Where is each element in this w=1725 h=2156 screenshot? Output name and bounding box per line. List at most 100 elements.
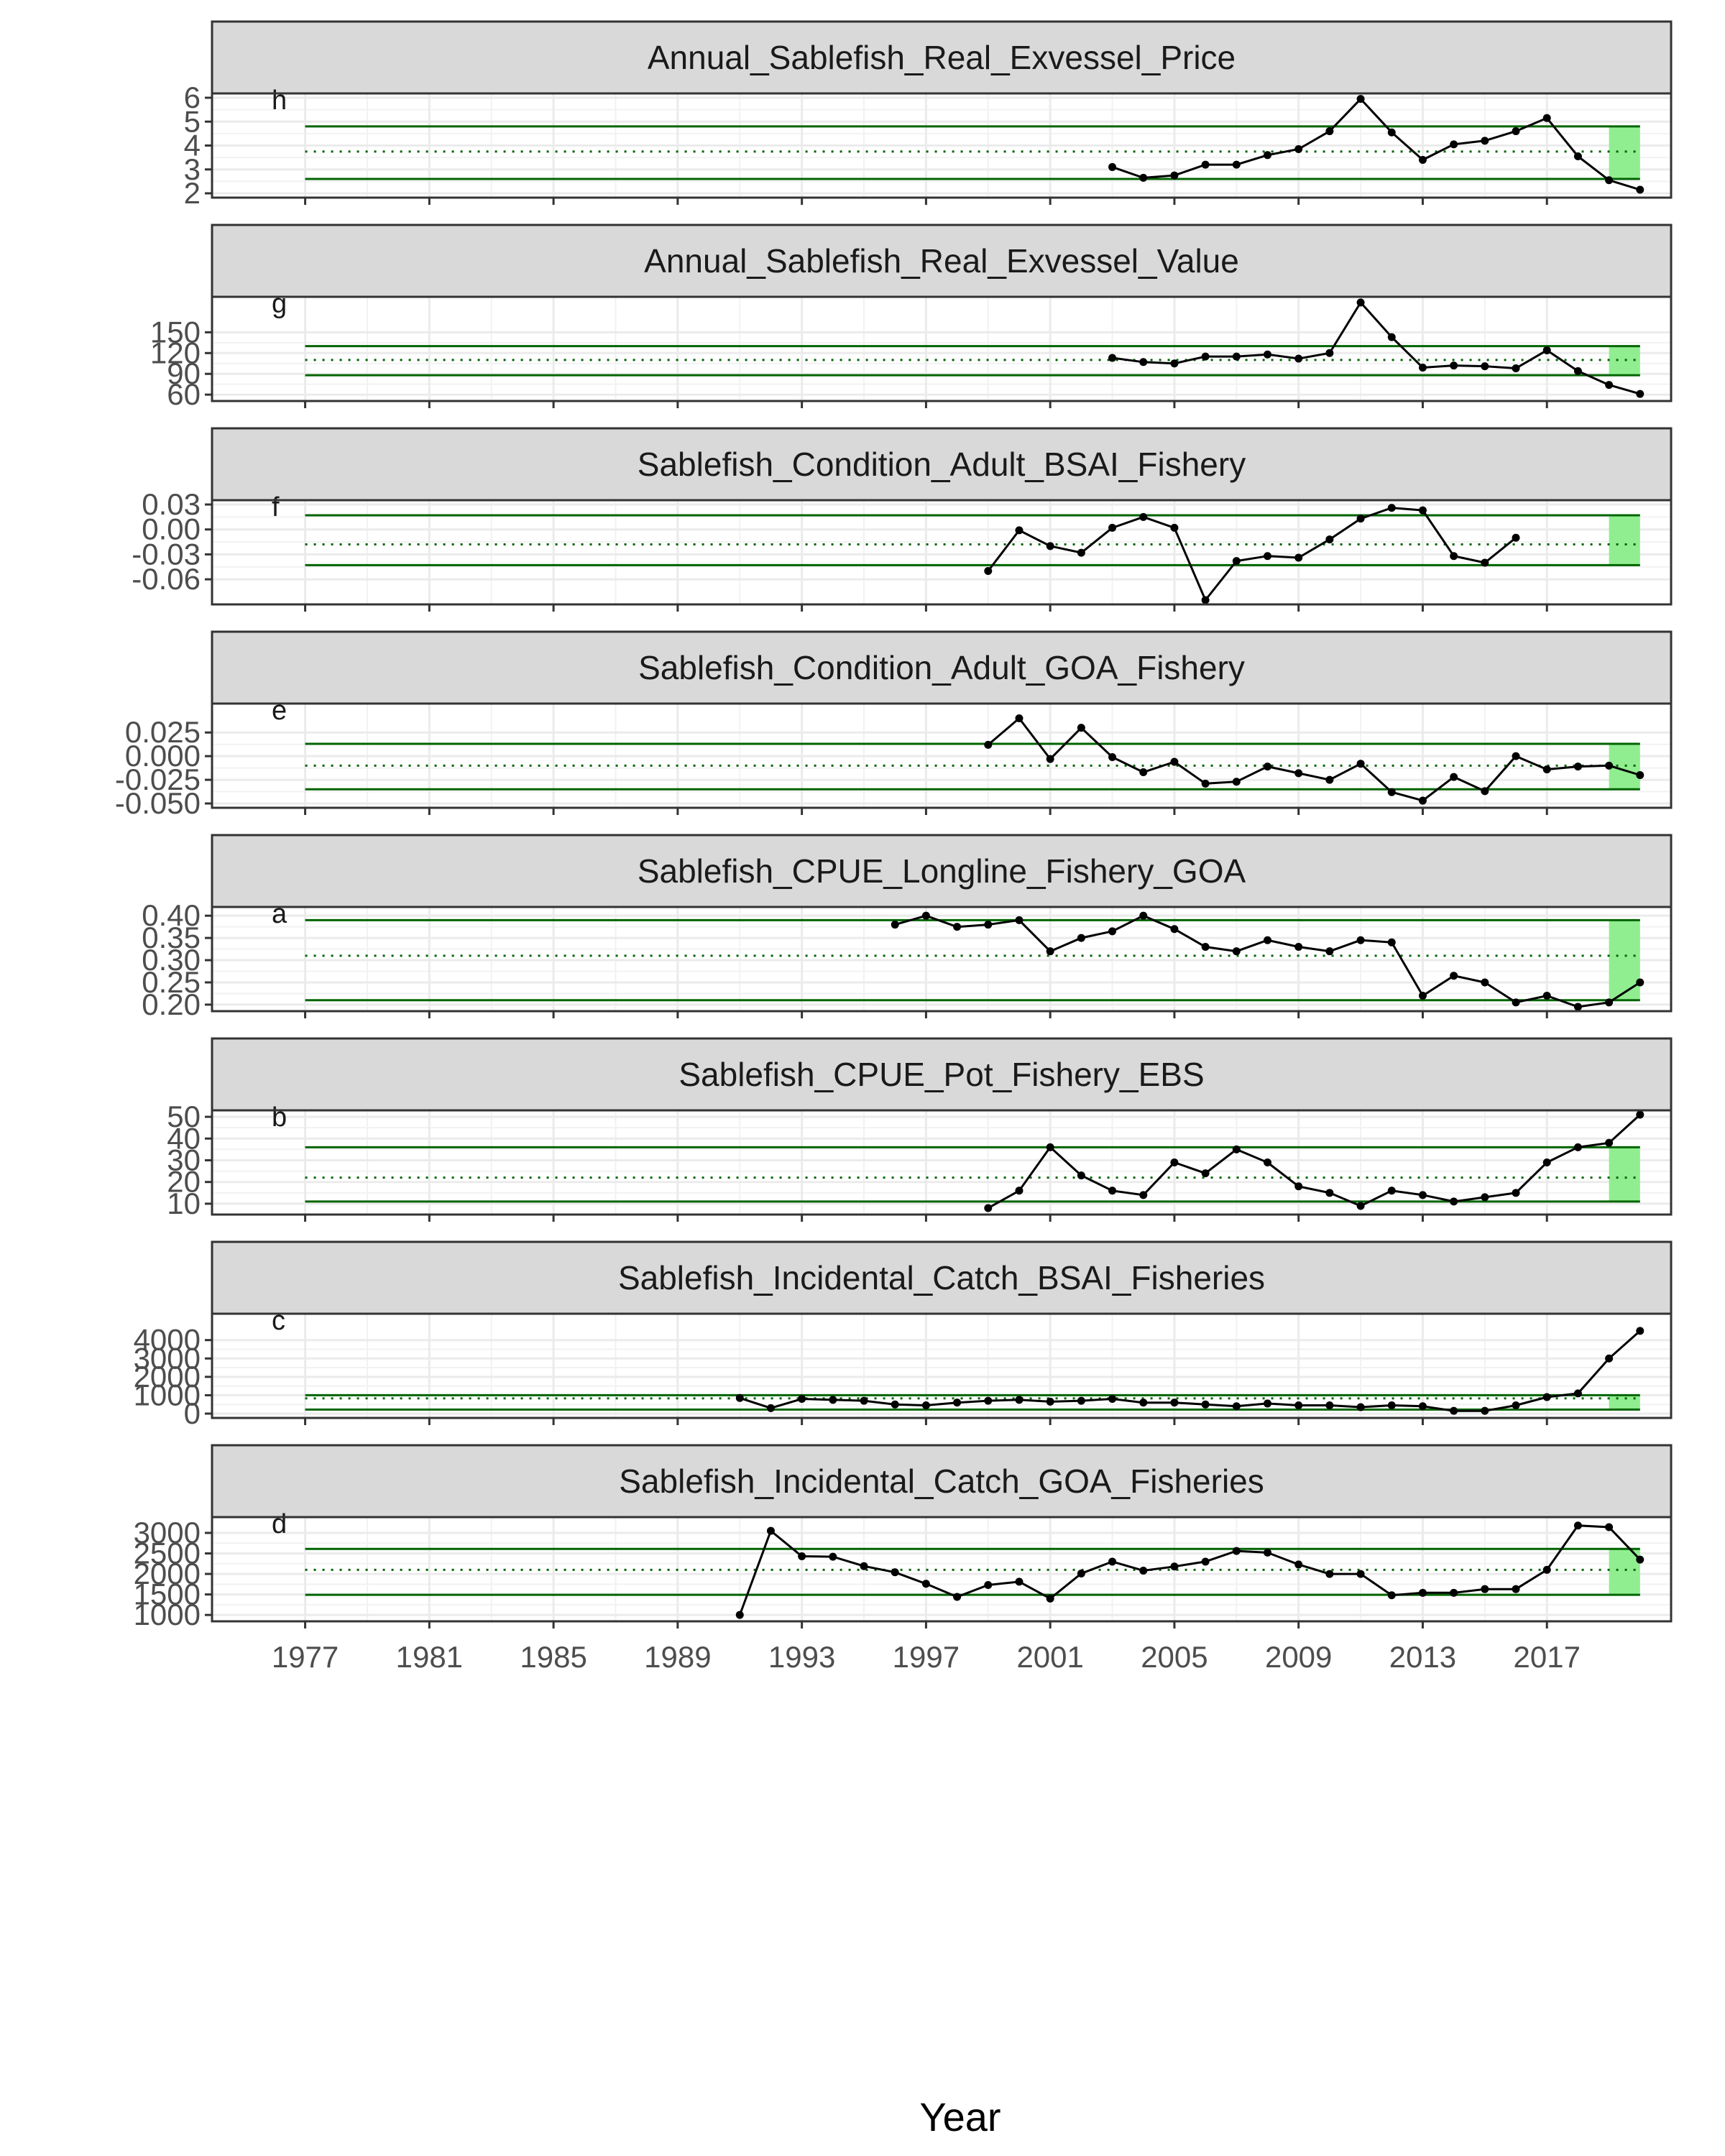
data-point <box>1264 936 1272 944</box>
data-point <box>1294 1401 1303 1409</box>
data-point <box>1325 1189 1334 1197</box>
series-line <box>987 717 1641 802</box>
data-point <box>1325 349 1334 357</box>
y-tick-label: 5 <box>184 104 201 138</box>
data-point <box>984 1204 993 1212</box>
y-tick-label: -0.025 <box>115 763 201 796</box>
recent-years-highlight <box>1609 920 1640 1000</box>
data-point <box>1573 763 1582 771</box>
data-point <box>1139 768 1148 777</box>
plot-area <box>212 297 1671 401</box>
x-tick-label: 1981 <box>396 1640 463 1674</box>
data-point <box>1573 1389 1582 1398</box>
data-point <box>1232 352 1241 361</box>
data-point <box>1015 1187 1024 1195</box>
data-point <box>1387 938 1396 946</box>
panel-strip <box>211 1037 1673 1112</box>
data-point <box>1046 542 1054 550</box>
data-point <box>1077 1569 1085 1577</box>
data-point <box>953 1399 962 1407</box>
x-tick-label: 2005 <box>1141 1640 1208 1674</box>
data-point <box>1232 1547 1241 1555</box>
data-point <box>860 1396 868 1405</box>
data-point <box>1573 1521 1582 1530</box>
data-point <box>1201 1557 1210 1566</box>
panel-border <box>211 1312 1673 1419</box>
panel-border <box>211 906 1673 1013</box>
x-tick-label: 1977 <box>272 1640 339 1674</box>
y-tick-label: 90 <box>167 356 201 390</box>
x-tick-label: 1993 <box>768 1640 835 1674</box>
data-point <box>1264 1548 1272 1557</box>
data-point <box>1481 787 1489 796</box>
data-point <box>1636 1327 1644 1335</box>
plot-area <box>212 93 1671 198</box>
x-tick-label: 1985 <box>520 1640 586 1674</box>
y-tick-label: 0.35 <box>142 921 201 954</box>
series-line <box>1112 300 1641 395</box>
data-point <box>1356 1570 1365 1578</box>
data-point <box>1542 765 1551 774</box>
data-point <box>1077 724 1085 732</box>
data-point <box>735 1393 744 1402</box>
x-tick-label: 1989 <box>644 1640 711 1674</box>
data-point <box>1232 160 1241 169</box>
panel-border <box>211 1109 1673 1216</box>
data-point <box>984 567 993 576</box>
data-point <box>1542 1158 1551 1166</box>
data-point <box>1170 757 1179 766</box>
data-point <box>1512 1189 1520 1197</box>
data-point <box>766 1526 775 1535</box>
data-point <box>1481 1585 1489 1593</box>
data-point <box>1542 1393 1551 1401</box>
data-point <box>1542 114 1551 122</box>
panel-tag: c <box>272 1306 285 1336</box>
data-point <box>829 1396 837 1404</box>
y-tick-label: 10 <box>167 1187 201 1220</box>
data-point <box>1636 390 1644 398</box>
data-point <box>1481 978 1489 987</box>
data-point <box>1356 515 1365 523</box>
data-point <box>1325 1570 1334 1578</box>
panel-title: Annual_Sablefish_Real_Exvessel_Price <box>648 39 1236 76</box>
data-point <box>1077 1396 1085 1405</box>
x-tick-label: 2009 <box>1265 1640 1332 1674</box>
data-point <box>1512 127 1520 136</box>
data-point <box>1139 1191 1148 1199</box>
data-point <box>1418 992 1427 1000</box>
data-point <box>891 1568 899 1577</box>
x-tick-label: 2013 <box>1389 1640 1456 1674</box>
panel-strip <box>211 1240 1673 1315</box>
data-point <box>1015 1396 1024 1404</box>
data-point <box>1636 770 1644 779</box>
x-axis-label: Year <box>919 2094 1000 2139</box>
data-point <box>1170 925 1179 934</box>
data-point <box>984 1580 993 1589</box>
data-point <box>1232 1402 1241 1411</box>
data-point <box>1015 526 1024 535</box>
data-point <box>1201 942 1210 951</box>
panel-7: Sablefish_Incidental_Catch_BSAI_Fisherie… <box>134 1240 1673 1430</box>
y-tick-label: -0.06 <box>132 562 201 596</box>
y-tick-label: 0.25 <box>142 965 201 999</box>
data-point <box>1512 364 1520 372</box>
data-point <box>1573 152 1582 160</box>
data-point <box>984 921 993 929</box>
data-point <box>1201 596 1210 604</box>
panel-strip <box>211 1444 1673 1519</box>
data-point <box>1139 173 1148 182</box>
data-point <box>1450 1406 1458 1415</box>
panel-title: Sablefish_Condition_Adult_BSAI_Fishery <box>638 446 1246 483</box>
y-tick-label: 3 <box>184 152 201 186</box>
series-line <box>988 1113 1641 1210</box>
panel-border <box>211 499 1673 606</box>
y-tick-label: 0.30 <box>142 943 201 977</box>
plot-area <box>212 1314 1671 1418</box>
y-tick-label: 4000 <box>134 1323 201 1357</box>
data-point <box>1636 1555 1644 1564</box>
data-point <box>1264 1399 1272 1408</box>
data-point <box>1387 504 1396 512</box>
data-point <box>1015 1577 1024 1586</box>
